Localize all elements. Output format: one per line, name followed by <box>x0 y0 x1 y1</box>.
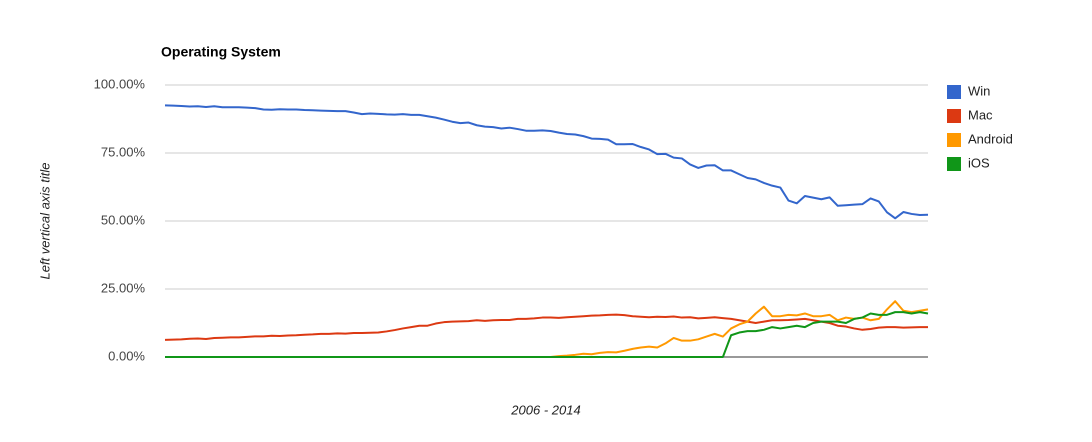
y-tick-label: 75.00% <box>101 144 146 159</box>
series-line <box>165 300 929 358</box>
legend-label: iOS <box>968 155 990 170</box>
x-axis-title: 2006 - 2014 <box>510 402 580 417</box>
legend-label: Win <box>968 83 990 98</box>
series-line <box>165 311 929 358</box>
series-line <box>164 313 928 341</box>
y-tick-label: 0.00% <box>108 348 145 363</box>
legend-label: Android <box>968 131 1013 146</box>
legend-swatch <box>947 133 961 147</box>
y-tick-label: 50.00% <box>101 212 146 227</box>
legend-swatch <box>947 157 961 171</box>
y-axis-title: Left vertical axis title <box>37 162 52 279</box>
y-tick-label: 25.00% <box>101 280 146 295</box>
legend-swatch <box>947 109 961 123</box>
chart-title: Operating System <box>161 44 281 60</box>
legend-swatch <box>947 85 961 99</box>
y-tick-label: 100.00% <box>94 76 146 91</box>
series-line <box>164 104 929 220</box>
legend-label: Mac <box>968 107 993 122</box>
